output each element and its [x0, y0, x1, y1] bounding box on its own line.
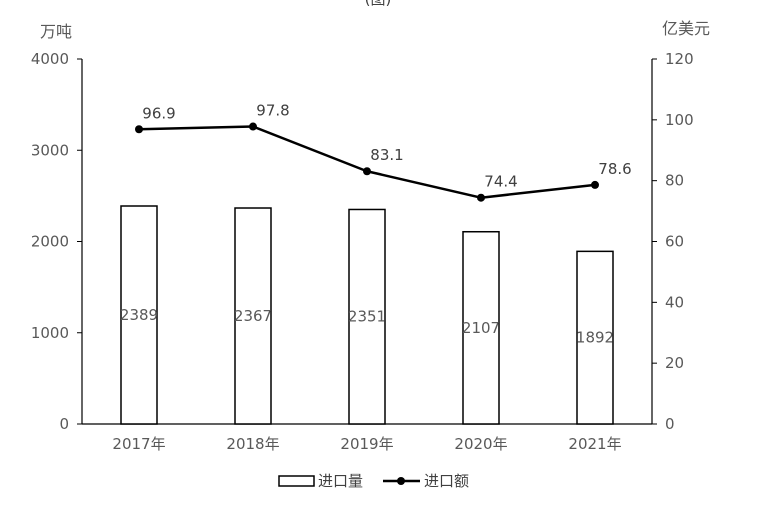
bar-data-label: 2389 [120, 306, 158, 324]
bar [348, 208, 386, 425]
line-point [591, 180, 599, 189]
line-data-label: 74.4 [484, 173, 517, 191]
right-tick-label: 80 [665, 172, 684, 190]
left-axis-unit: 万吨 [40, 22, 72, 41]
line-point [477, 193, 485, 202]
bar-series: 2389 2367 2351 2107 1892 [120, 205, 614, 425]
right-axis-unit: 亿美元 [662, 19, 710, 38]
legend: 进口量 进口额 [278, 472, 469, 490]
bar [576, 250, 614, 425]
bar [120, 205, 158, 425]
line-point [249, 122, 257, 131]
line-data-label: 83.1 [370, 146, 403, 164]
line-point [363, 167, 371, 176]
left-tick-label: 0 [59, 415, 69, 433]
right-tick-label: 40 [665, 293, 684, 311]
line-series: 96.9 97.8 83.1 74.4 78.6 [135, 102, 632, 202]
line-point [135, 125, 143, 134]
right-tick-label: 20 [665, 354, 684, 372]
left-tick-label: 1000 [31, 324, 69, 342]
right-tick-label: 60 [665, 233, 684, 251]
x-tick-label: 2020年 [454, 435, 507, 453]
left-tick-label: 3000 [31, 141, 69, 159]
left-tick-label: 2000 [31, 233, 69, 251]
axes: 0 1000 2000 3000 4000 0 20 40 60 80 100 120 2017年 201… [31, 50, 694, 453]
bar [234, 207, 272, 425]
bar-data-label: 1892 [576, 329, 614, 347]
legend-label-value: 进口额 [424, 472, 469, 490]
x-tick-label: 2019年 [340, 435, 393, 453]
line-data-label: 97.8 [256, 102, 289, 120]
legend-bar-swatch [278, 475, 315, 487]
line-data-label: 78.6 [598, 160, 631, 178]
legend-line-marker [397, 477, 405, 485]
legend-label-volume: 进口量 [318, 472, 363, 490]
right-tick-label: 0 [665, 415, 675, 433]
bar-data-label: 2367 [234, 307, 272, 325]
x-tick-label: 2021年 [568, 435, 621, 453]
line-data-label: 96.9 [142, 104, 175, 122]
bar-data-label: 2107 [462, 319, 500, 337]
x-tick-label: 2017年 [112, 435, 165, 453]
line-path [138, 125, 596, 199]
bar [462, 230, 500, 425]
x-tick-label: 2018年 [226, 435, 279, 453]
left-tick-label: 4000 [31, 50, 69, 68]
chart-title-fragment: (图) [365, 0, 392, 8]
right-tick-label: 120 [665, 50, 694, 68]
bar-data-label: 2351 [348, 308, 386, 326]
right-tick-label: 100 [665, 111, 694, 129]
